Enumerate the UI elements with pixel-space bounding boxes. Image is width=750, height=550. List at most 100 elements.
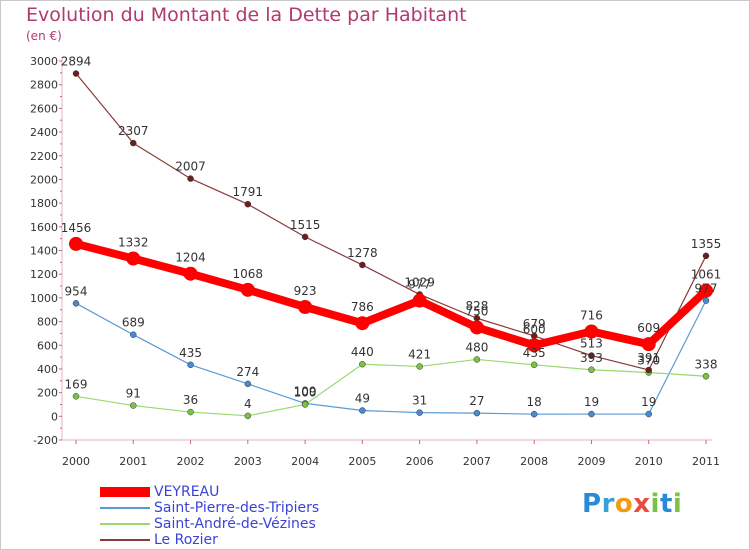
data-point — [588, 410, 595, 418]
series-line-3 — [75, 72, 707, 371]
chart-legend: VEYREAU Saint-Pierre-des-Tripiers Saint-An… — [100, 484, 319, 548]
data-point — [359, 360, 366, 368]
data-point — [72, 70, 80, 77]
data-label: 19 — [641, 395, 656, 409]
data-point — [298, 299, 313, 314]
data-label: 36 — [183, 393, 198, 407]
chart-subtitle: (en €) — [26, 29, 62, 43]
y-tick-label: 1200 — [30, 268, 58, 281]
data-point — [702, 373, 710, 380]
x-tick-label: 2010 — [635, 455, 663, 468]
data-label: 100 — [294, 385, 317, 399]
data-point — [72, 393, 80, 400]
data-point — [72, 300, 80, 307]
data-point — [645, 366, 652, 374]
data-label: 370 — [637, 353, 660, 367]
data-label: 977 — [695, 282, 718, 296]
data-point — [240, 282, 255, 297]
data-label: 1332 — [118, 236, 149, 250]
data-label: 716 — [580, 309, 603, 323]
legend-swatch — [100, 523, 150, 525]
y-tick-label: 3000 — [30, 55, 58, 68]
legend-item: Le Rozier — [100, 532, 319, 548]
data-point — [702, 252, 710, 260]
data-point — [645, 410, 652, 418]
data-label: 91 — [126, 387, 141, 401]
data-point — [641, 337, 656, 352]
data-label: 435 — [179, 346, 202, 360]
data-label: 977 — [408, 278, 431, 292]
x-tick-label: 2004 — [291, 455, 319, 468]
legend-swatch — [100, 507, 150, 509]
data-label: 19 — [584, 395, 599, 409]
data-label: 480 — [465, 340, 488, 354]
data-label: 1278 — [347, 246, 378, 260]
y-tick-label: 200 — [37, 387, 58, 400]
data-label: 513 — [580, 337, 603, 351]
legend-item: VEYREAU — [100, 484, 319, 500]
data-point — [588, 366, 595, 374]
legend-item: Saint-André-de-Vézines — [100, 516, 319, 532]
x-tick-label: 2005 — [348, 455, 376, 468]
logo-letter: P — [582, 489, 602, 519]
data-point — [584, 324, 599, 339]
legend-label: VEYREAU — [154, 484, 220, 500]
data-point — [588, 352, 595, 359]
data-label: 2307 — [118, 124, 149, 138]
data-label: 169 — [65, 377, 88, 391]
data-label: 609 — [637, 321, 660, 335]
y-tick-label: 400 — [37, 363, 58, 376]
data-label: 828 — [465, 299, 488, 313]
data-label: 786 — [351, 300, 374, 314]
logo-letter: i — [672, 489, 683, 519]
data-point — [530, 410, 538, 418]
data-label: 27 — [469, 394, 484, 408]
series-line-2 — [75, 358, 707, 417]
y-tick-label: 2800 — [30, 79, 58, 92]
data-label: 1068 — [233, 267, 264, 281]
proxiti-logo: Proxiti — [582, 489, 682, 519]
y-tick-label: 1800 — [30, 197, 58, 210]
data-label: 1355 — [691, 237, 722, 251]
data-label: 750 — [465, 304, 488, 318]
data-label: 1515 — [290, 218, 321, 232]
x-tick-label: 2011 — [692, 455, 720, 468]
y-tick-label: 1600 — [30, 221, 58, 234]
legend-swatch — [100, 487, 150, 497]
data-point — [469, 320, 484, 335]
x-tick-label: 2006 — [406, 455, 434, 468]
data-label: 923 — [294, 284, 317, 298]
data-point — [244, 412, 252, 420]
data-label: 18 — [527, 395, 542, 409]
chart-title: Evolution du Montant de la Dette par Hab… — [26, 4, 467, 26]
data-label: 4 — [244, 397, 252, 411]
legend-label: Saint-André-de-Vézines — [154, 516, 316, 532]
data-label: 440 — [351, 345, 374, 359]
x-tick-label: 2001 — [119, 455, 147, 468]
data-point — [473, 409, 481, 417]
data-point — [473, 356, 481, 363]
data-label: 2007 — [175, 160, 206, 174]
data-label: 600 — [523, 322, 546, 336]
logo-letter: x — [633, 489, 651, 519]
logo-letter: r — [601, 489, 615, 519]
data-point — [416, 363, 423, 370]
data-label: 393 — [580, 351, 603, 365]
data-label: 1029 — [404, 275, 435, 289]
data-label: 1204 — [175, 251, 206, 265]
series-line-0 — [72, 239, 710, 350]
data-label: 49 — [355, 392, 370, 406]
legend-swatch — [100, 539, 150, 541]
x-tick-label: 2002 — [177, 455, 205, 468]
data-point — [359, 261, 366, 269]
data-label: 954 — [65, 284, 88, 298]
data-label: 1061 — [691, 268, 722, 282]
y-tick-label: 2200 — [30, 150, 58, 163]
data-point — [355, 316, 370, 331]
data-point — [130, 331, 137, 338]
data-label: 679 — [523, 317, 546, 331]
y-tick-label: 800 — [37, 316, 58, 329]
logo-letter: t — [659, 489, 673, 519]
y-tick-label: 0 — [51, 410, 58, 423]
